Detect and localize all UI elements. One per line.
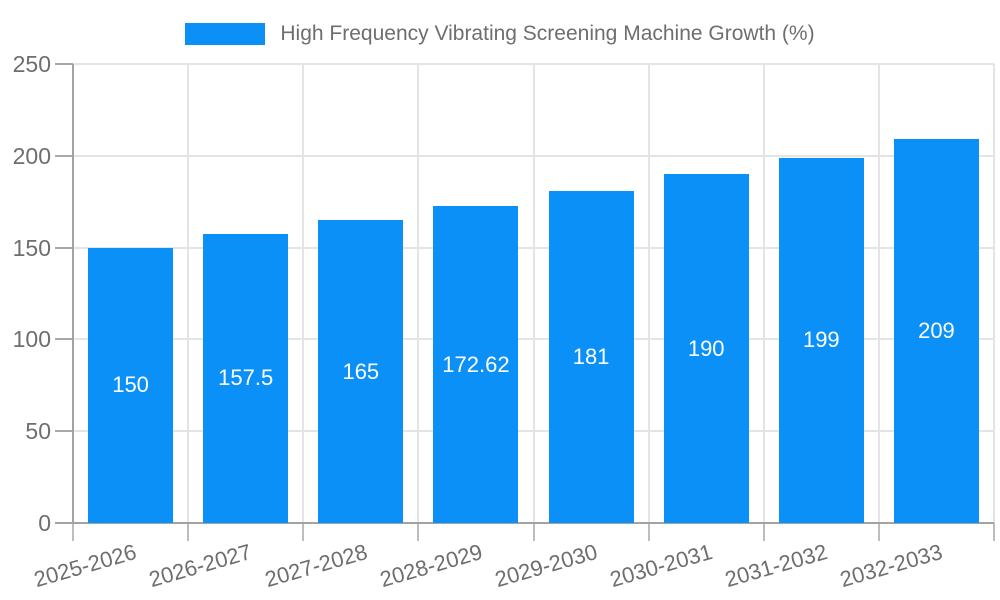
bar-value-label: 209	[918, 318, 955, 344]
y-axis-tick-label: 50	[25, 418, 51, 445]
x-axis-label: 2028-2029	[376, 539, 485, 593]
legend-label: High Frequency Vibrating Screening Machi…	[280, 22, 815, 45]
x-axis-label: 2029-2030	[491, 539, 600, 593]
y-axis-tick	[55, 63, 73, 65]
v-gridline	[302, 64, 305, 523]
y-axis-tick	[55, 338, 73, 341]
x-axis-tick	[72, 523, 74, 541]
y-axis-tick	[55, 246, 73, 249]
bar-value-label: 157.5	[218, 365, 274, 391]
v-gridline	[187, 64, 190, 523]
y-axis-tick-label: 200	[12, 142, 51, 169]
x-axis-tick	[877, 523, 880, 541]
bar-value-label: 190	[687, 335, 725, 361]
v-gridline	[762, 64, 765, 523]
bar	[663, 174, 749, 523]
bar-value-label: 199	[802, 327, 840, 353]
y-axis-tick-label: 150	[12, 234, 51, 261]
y-axis-line	[72, 64, 74, 523]
v-gridline	[877, 64, 880, 523]
bar-value-label: 172.62	[442, 351, 510, 377]
legend-swatch-icon	[185, 23, 266, 45]
v-gridline	[532, 64, 535, 523]
bar-value-label: 181	[572, 343, 610, 369]
bar-value-label: 165	[342, 358, 380, 384]
bar	[318, 220, 404, 523]
x-axis-label: 2026-2027	[146, 539, 255, 593]
x-axis-tick	[302, 523, 305, 541]
y-axis-tick-label: 250	[12, 51, 51, 77]
v-gridline	[647, 64, 650, 523]
x-axis-label: 2032-2033	[837, 539, 946, 593]
v-gridline	[993, 64, 995, 523]
x-axis-line	[55, 522, 994, 524]
bar	[203, 233, 289, 523]
y-axis-tick-label: 100	[12, 326, 51, 353]
x-axis-label: 2030-2031	[607, 539, 716, 593]
x-axis-tick	[187, 523, 190, 541]
bar	[893, 139, 979, 523]
bar	[433, 206, 519, 523]
x-axis-tick	[417, 523, 420, 541]
bar	[88, 247, 174, 523]
y-axis-tick	[55, 430, 73, 433]
bar	[778, 157, 864, 523]
v-gridline	[417, 64, 420, 523]
x-axis-label: 2027-2028	[261, 539, 370, 593]
x-axis-tick	[532, 523, 535, 541]
x-axis-tick	[762, 523, 765, 541]
y-axis-tick	[55, 154, 73, 157]
chart-legend: High Frequency Vibrating Screening Machi…	[0, 22, 1000, 46]
x-axis-tick	[993, 523, 995, 541]
y-axis-tick-label: 0	[38, 510, 51, 536]
x-axis-label: 2031-2032	[722, 539, 831, 593]
x-axis-label: 2025-2026	[31, 539, 140, 593]
bar-value-label: 150	[112, 372, 149, 398]
x-axis-tick	[647, 523, 650, 541]
bar	[548, 190, 634, 523]
